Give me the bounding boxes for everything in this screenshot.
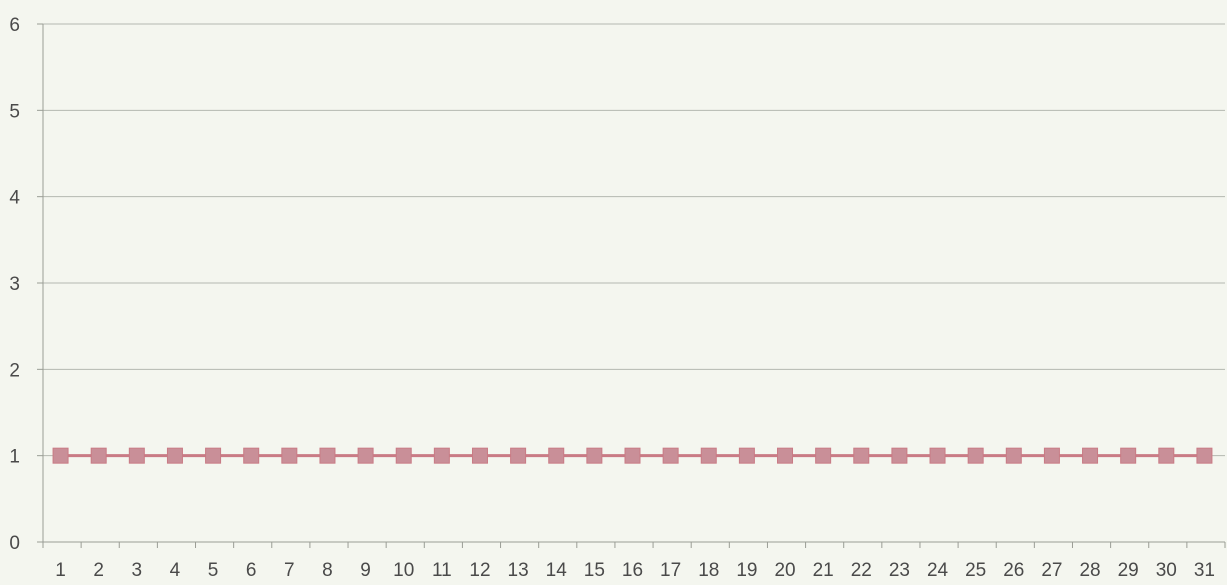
x-tick-label: 13 <box>508 560 529 581</box>
x-tick-label: 10 <box>393 560 414 581</box>
data-point-marker <box>1043 447 1060 464</box>
x-tick-label: 12 <box>469 560 490 581</box>
data-point-marker <box>1082 447 1099 464</box>
y-tick-label: 6 <box>9 15 20 36</box>
data-point-marker <box>90 447 107 464</box>
x-tick-label: 28 <box>1079 560 1100 581</box>
x-tick-label: 19 <box>736 560 757 581</box>
x-tick-label: 29 <box>1118 560 1139 581</box>
x-tick-label: 23 <box>889 560 910 581</box>
data-point-marker <box>205 447 222 464</box>
data-point-marker <box>471 447 488 464</box>
y-tick-label: 1 <box>9 447 20 468</box>
series-group <box>52 447 1213 464</box>
x-tick-label: 25 <box>965 560 986 581</box>
data-point-marker <box>1158 447 1175 464</box>
data-point-marker <box>128 447 145 464</box>
x-tick-label: 3 <box>132 560 143 581</box>
x-tick-label: 6 <box>246 560 257 581</box>
data-point-marker <box>891 447 908 464</box>
x-tick-label: 7 <box>284 560 295 581</box>
data-point-marker <box>738 447 755 464</box>
axes <box>37 23 1226 548</box>
data-point-marker <box>1120 447 1137 464</box>
x-tick-label: 21 <box>813 560 834 581</box>
x-tick-label: 22 <box>851 560 872 581</box>
x-tick-label: 30 <box>1156 560 1177 581</box>
x-tick-label: 9 <box>360 560 371 581</box>
data-point-marker <box>929 447 946 464</box>
x-tick-label: 11 <box>432 560 452 581</box>
data-point-marker <box>52 447 69 464</box>
x-tick-label: 31 <box>1194 560 1215 581</box>
x-tick-label: 17 <box>660 560 681 581</box>
y-axis-tick-labels: 0 1 2 3 4 5 6 <box>9 15 20 554</box>
data-point-marker <box>853 447 870 464</box>
data-point-marker <box>815 447 832 464</box>
x-axis-tick-labels: 1 2 3 4 5 6 7 8 9 10 11 12 13 14 15 16 17 18 19 20 21 22 23 24 2… <box>55 560 1215 581</box>
data-point-marker <box>357 447 374 464</box>
data-point-marker <box>1196 447 1213 464</box>
x-tick-label: 8 <box>322 560 333 581</box>
y-tick-label: 5 <box>9 101 20 122</box>
data-point-marker <box>548 447 565 464</box>
y-tick-label: 4 <box>9 188 20 209</box>
x-tick-label: 2 <box>93 560 104 581</box>
data-point-marker <box>662 447 679 464</box>
data-point-marker <box>433 447 450 464</box>
data-point-marker <box>510 447 527 464</box>
x-tick-label: 26 <box>1003 560 1024 581</box>
data-point-marker <box>967 447 984 464</box>
x-tick-label: 18 <box>698 560 719 581</box>
x-tick-label: 4 <box>170 560 181 581</box>
x-tick-label: 15 <box>584 560 605 581</box>
data-point-marker <box>624 447 641 464</box>
x-tick-label: 1 <box>55 560 66 581</box>
data-point-marker <box>700 447 717 464</box>
data-point-marker <box>281 447 298 464</box>
x-tick-label: 20 <box>774 560 795 581</box>
data-point-marker <box>777 447 794 464</box>
data-point-marker <box>166 447 183 464</box>
x-tick-label: 14 <box>546 560 568 581</box>
data-point-marker <box>319 447 336 464</box>
x-tick-label: 27 <box>1041 560 1062 581</box>
y-tick-label: 3 <box>9 274 20 295</box>
data-point-marker <box>1005 447 1022 464</box>
data-point-marker <box>243 447 260 464</box>
data-point-marker <box>586 447 603 464</box>
x-tick-label: 5 <box>208 560 219 581</box>
y-tick-label: 0 <box>9 533 20 554</box>
x-tick-label: 16 <box>622 560 643 581</box>
x-tick-label: 24 <box>927 560 949 581</box>
data-point-marker <box>395 447 412 464</box>
y-tick-label: 2 <box>9 360 20 381</box>
